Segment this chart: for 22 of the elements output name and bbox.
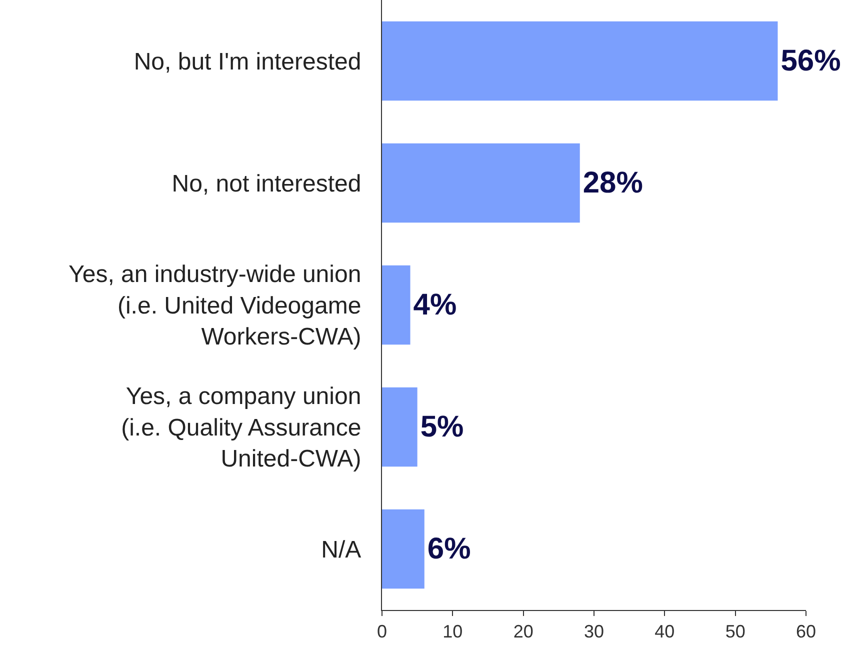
- y-tick-label: No, not interested: [172, 170, 362, 198]
- bar: [382, 509, 424, 589]
- bar: [382, 21, 778, 101]
- x-tick-label: 20: [513, 622, 534, 642]
- bar: [382, 387, 418, 467]
- y-tick-label: Yes, an industry-wide union (i.e. United Videogame Workers-CWA): [68, 261, 362, 351]
- x-tick-label: 30: [584, 622, 604, 642]
- x-tick-label: 50: [725, 622, 746, 642]
- x-tick-label: 60: [796, 622, 816, 642]
- y-tick-label: No, but I'm interested: [134, 48, 362, 76]
- y-tick-label: N/A: [321, 536, 362, 564]
- bar: [382, 143, 580, 223]
- x-tick-label: 10: [442, 622, 463, 642]
- data-label: 28%: [582, 166, 643, 200]
- data-label: 56%: [780, 44, 841, 78]
- data-label: 4%: [413, 288, 457, 322]
- x-tick-label: 40: [654, 622, 675, 642]
- data-label: 6%: [427, 532, 471, 566]
- y-tick-label: Yes, a company union (i.e. Quality Assurance United-CWA): [121, 383, 362, 473]
- x-tick-label: 0: [376, 622, 388, 642]
- bar: [382, 265, 410, 345]
- data-label: 5%: [420, 410, 464, 444]
